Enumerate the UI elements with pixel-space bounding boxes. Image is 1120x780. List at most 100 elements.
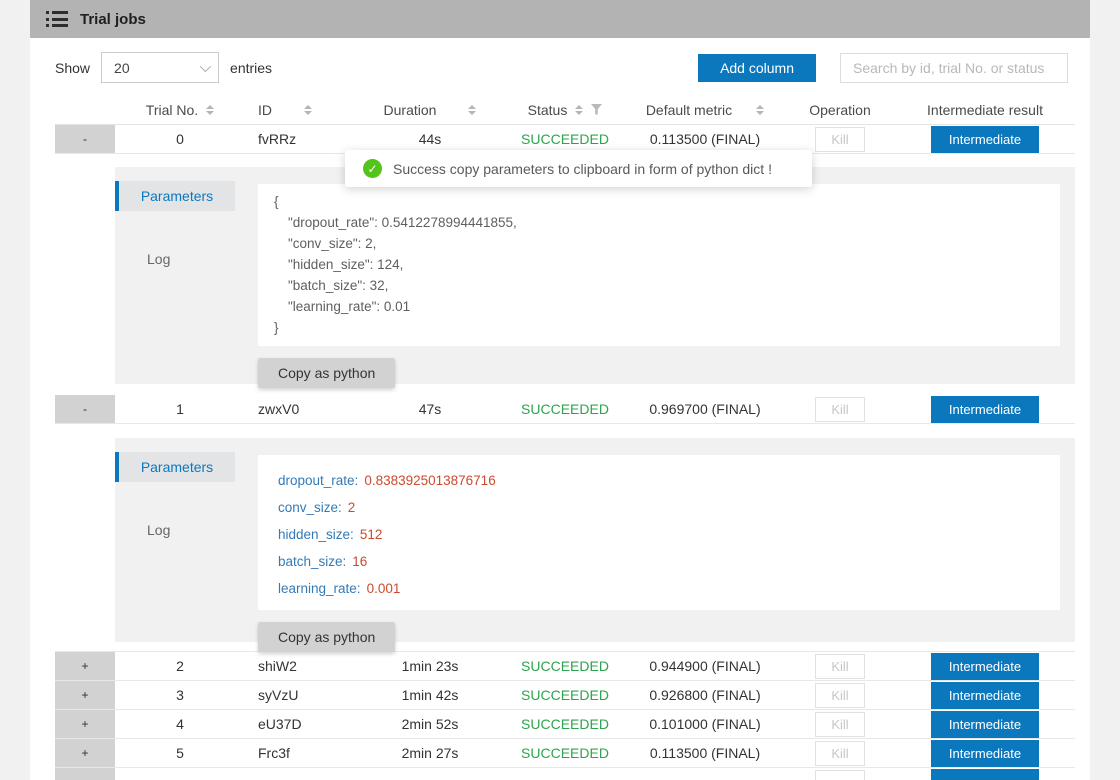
id-cell: Frc3f: [258, 745, 290, 761]
expand-row-button[interactable]: +: [55, 681, 115, 709]
add-column-button[interactable]: Add column: [698, 53, 816, 82]
parameter-line: dropout_rate: 0.8383925013876716: [278, 473, 496, 488]
tab-parameters[interactable]: Parameters: [115, 181, 235, 211]
filter-icon[interactable]: [591, 104, 603, 115]
collapse-row-button[interactable]: -: [55, 395, 115, 423]
trial-no-cell: 4: [176, 716, 184, 732]
duration-cell: 2min 52s: [401, 716, 459, 732]
intermediate-button[interactable]: Intermediate: [931, 652, 1039, 680]
kill-button[interactable]: Kill: [815, 682, 865, 708]
json-line: "learning_rate": 0.01: [288, 299, 411, 314]
json-line: }: [274, 320, 279, 335]
duration-cell: 1min 42s: [401, 687, 459, 703]
intermediate-button[interactable]: Intermediate: [931, 739, 1039, 767]
success-check-icon: ✓: [363, 159, 382, 178]
trial-table: Trial No. ID Duration Status Default met…: [55, 95, 1075, 780]
page-size-value: 20: [114, 59, 130, 76]
table-row: - 0 fvRRz 44s SUCCEEDED 0.113500 (FINAL)…: [55, 125, 1075, 154]
entries-label: entries: [230, 59, 273, 76]
parameters-json-box: { "dropout_rate": 0.5412278994441855, "c…: [258, 184, 1060, 346]
expand-row-button[interactable]: [55, 768, 115, 780]
kill-button[interactable]: Kill: [815, 711, 865, 737]
sort-icon[interactable]: [575, 104, 584, 115]
json-line: "conv_size": 2,: [288, 236, 377, 251]
trial-detail-pane: Parameters Log { "dropout_rate": 0.54122…: [115, 167, 1075, 388]
panel-titlebar: Trial jobs: [30, 0, 1090, 38]
sort-icon[interactable]: [206, 104, 215, 115]
tab-log[interactable]: Log: [147, 251, 171, 267]
kill-button[interactable]: [815, 769, 865, 780]
json-line: "batch_size": 32,: [288, 278, 389, 293]
duration-cell: 1min 23s: [401, 658, 459, 674]
trial-no-cell: 2: [176, 658, 184, 674]
parameter-line: learning_rate: 0.001: [278, 581, 401, 596]
header-operation: Operation: [809, 101, 871, 118]
kill-button[interactable]: Kill: [815, 740, 865, 766]
kill-button[interactable]: Kill: [815, 126, 865, 152]
json-line: "hidden_size": 124,: [288, 257, 404, 272]
copy-as-python-button[interactable]: Copy as python: [258, 358, 396, 388]
json-line: "dropout_rate": 0.5412278994441855,: [288, 215, 517, 230]
header-trial-no[interactable]: Trial No.: [115, 102, 245, 118]
id-cell: zwxV0: [258, 401, 300, 417]
page-size-select[interactable]: 20: [101, 52, 220, 83]
chevron-down-icon: [199, 60, 212, 72]
intermediate-button[interactable]: Intermediate: [931, 125, 1039, 153]
sort-icon[interactable]: [468, 104, 477, 115]
header-status[interactable]: Status: [505, 102, 625, 118]
status-cell: SUCCEEDED: [521, 131, 609, 147]
table-row: + 2 shiW2 1min 23s SUCCEEDED 0.944900 (F…: [55, 652, 1075, 681]
table-row: + 3 syVzU 1min 42s SUCCEEDED 0.926800 (F…: [55, 681, 1075, 710]
kill-button[interactable]: Kill: [815, 396, 865, 422]
id-cell: eU37D: [258, 716, 302, 732]
metric-cell: 0.926800 (FINAL): [649, 687, 761, 703]
parameters-box: dropout_rate: 0.8383925013876716 conv_siz…: [258, 455, 1060, 610]
id-cell: syVzU: [258, 687, 299, 703]
id-cell: shiW2: [258, 658, 297, 674]
search-input[interactable]: [840, 52, 1068, 83]
status-cell: SUCCEEDED: [521, 687, 609, 703]
metric-cell: 0.113500 (FINAL): [649, 131, 761, 147]
intermediate-button[interactable]: Intermediate: [931, 681, 1039, 709]
toast-message: Success copy parameters to clipboard in …: [393, 160, 772, 177]
copy-as-python-button[interactable]: Copy as python: [258, 622, 396, 652]
trial-no-cell: 5: [176, 745, 184, 761]
trial-no-cell: 1: [176, 401, 184, 417]
expand-row-button[interactable]: +: [55, 710, 115, 738]
sort-icon[interactable]: [304, 104, 312, 115]
trial-detail-pane: Parameters Log dropout_rate: 0.8383925013…: [115, 438, 1075, 652]
page-title: Trial jobs: [80, 10, 146, 28]
duration-cell: 44s: [418, 131, 442, 147]
table-row: - 1 zwxV0 47s SUCCEEDED 0.969700 (FINAL)…: [55, 395, 1075, 424]
expand-row-button[interactable]: +: [55, 739, 115, 767]
header-default-metric[interactable]: Default metric: [625, 102, 785, 118]
expand-row-button[interactable]: +: [55, 652, 115, 680]
status-cell: SUCCEEDED: [521, 716, 609, 732]
metric-cell: 0.944900 (FINAL): [649, 658, 761, 674]
detail-tabs: Parameters Log: [115, 438, 235, 642]
detail-tabs: Parameters Log: [115, 167, 235, 384]
intermediate-button[interactable]: Intermediate: [931, 395, 1039, 423]
duration-cell: 2min 27s: [401, 745, 459, 761]
trial-no-cell: 3: [176, 687, 184, 703]
id-cell: fvRRz: [258, 131, 297, 147]
metric-cell: 0.113500 (FINAL): [649, 745, 761, 761]
intermediate-button[interactable]: Intermediate: [931, 710, 1039, 738]
intermediate-button[interactable]: [931, 768, 1039, 780]
duration-cell: 47s: [418, 401, 442, 417]
tab-log[interactable]: Log: [147, 522, 171, 538]
kill-button[interactable]: Kill: [815, 653, 865, 679]
metric-cell: 0.969700 (FINAL): [649, 401, 761, 417]
collapsed-rows: + 2 shiW2 1min 23s SUCCEEDED 0.944900 (F…: [55, 651, 1075, 780]
sort-icon[interactable]: [756, 104, 765, 115]
table-row: + 4 eU37D 2min 52s SUCCEEDED 0.101000 (F…: [55, 710, 1075, 739]
status-cell: SUCCEEDED: [521, 658, 609, 674]
header-id[interactable]: ID: [245, 102, 355, 118]
show-label: Show: [55, 59, 91, 76]
parameter-line: conv_size: 2: [278, 500, 356, 515]
parameter-line: batch_size: 16: [278, 554, 368, 569]
trial-jobs-panel: Trial jobs Show 20 entries Add column Tr…: [30, 0, 1090, 780]
header-duration[interactable]: Duration: [355, 102, 505, 118]
collapse-row-button[interactable]: -: [55, 125, 115, 153]
tab-parameters[interactable]: Parameters: [115, 452, 235, 482]
